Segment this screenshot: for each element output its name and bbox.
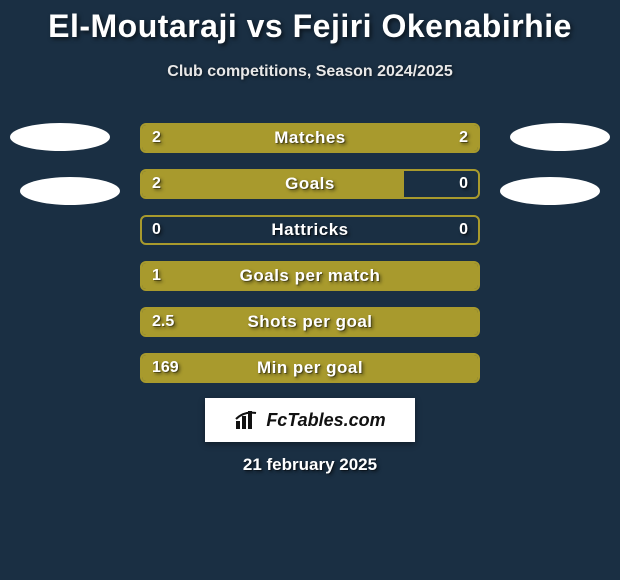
bar-label: Min per goal <box>142 355 478 381</box>
player-left-ellipse-1 <box>10 123 110 151</box>
date-label: 21 february 2025 <box>0 455 620 475</box>
page-title: El-Moutaraji vs Fejiri Okenabirhie <box>0 0 620 45</box>
stat-bars: 2 Matches 2 2 Goals 0 0 Hattricks 0 1 Go… <box>140 123 480 399</box>
bar-label: Hattricks <box>142 217 478 243</box>
stat-bar-shots-per-goal: 2.5 Shots per goal <box>140 307 480 337</box>
bar-value-right: 0 <box>459 171 468 197</box>
stat-bar-min-per-goal: 169 Min per goal <box>140 353 480 383</box>
stat-bar-goals: 2 Goals 0 <box>140 169 480 199</box>
stat-bar-matches: 2 Matches 2 <box>140 123 480 153</box>
stat-bar-hattricks: 0 Hattricks 0 <box>140 215 480 245</box>
stat-bar-goals-per-match: 1 Goals per match <box>140 261 480 291</box>
logo-text: FcTables.com <box>266 410 385 431</box>
bar-value-right: 2 <box>459 125 468 151</box>
bar-label: Goals <box>142 171 478 197</box>
subtitle: Club competitions, Season 2024/2025 <box>0 63 620 81</box>
player-right-ellipse-2 <box>500 177 600 205</box>
bar-value-right: 0 <box>459 217 468 243</box>
bar-label: Goals per match <box>142 263 478 289</box>
chart-icon <box>234 409 260 431</box>
player-left-ellipse-2 <box>20 177 120 205</box>
player-right-ellipse-1 <box>510 123 610 151</box>
bar-label: Matches <box>142 125 478 151</box>
bar-label: Shots per goal <box>142 309 478 335</box>
fctables-logo: FcTables.com <box>205 398 415 442</box>
comparison-card: El-Moutaraji vs Fejiri Okenabirhie Club … <box>0 0 620 580</box>
